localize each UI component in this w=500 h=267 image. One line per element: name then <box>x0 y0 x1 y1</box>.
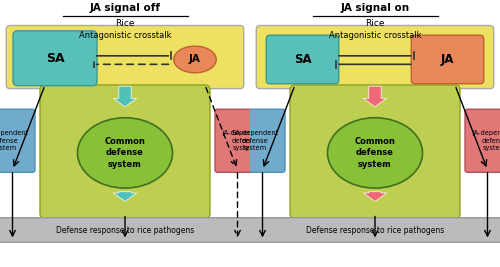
FancyBboxPatch shape <box>0 218 274 242</box>
FancyBboxPatch shape <box>411 35 484 84</box>
Text: SA-dependent
defense
system: SA-dependent defense system <box>0 130 28 151</box>
Text: JA: JA <box>189 54 201 64</box>
FancyBboxPatch shape <box>266 35 339 84</box>
Text: Rice: Rice <box>365 19 385 28</box>
FancyBboxPatch shape <box>290 85 460 218</box>
Text: JA signal off: JA signal off <box>90 3 160 14</box>
Text: JA: JA <box>441 53 454 66</box>
Text: Defense response to rice pathogens: Defense response to rice pathogens <box>306 226 444 235</box>
FancyBboxPatch shape <box>225 109 285 172</box>
Text: JA signal on: JA signal on <box>340 3 409 14</box>
Text: Defense response to rice pathogens: Defense response to rice pathogens <box>56 226 194 235</box>
Text: JA-dependent
defense
system: JA-dependent defense system <box>222 130 268 151</box>
Text: SA: SA <box>46 52 64 65</box>
FancyBboxPatch shape <box>40 85 210 218</box>
Text: Antagonistic crosstalk: Antagonistic crosstalk <box>79 31 171 40</box>
Ellipse shape <box>78 118 172 188</box>
Ellipse shape <box>328 118 422 188</box>
Ellipse shape <box>174 46 216 73</box>
Text: SA: SA <box>294 53 312 66</box>
FancyBboxPatch shape <box>6 25 244 89</box>
FancyBboxPatch shape <box>215 109 275 172</box>
FancyBboxPatch shape <box>465 109 500 172</box>
Text: JA-dependent
defense
system: JA-dependent defense system <box>472 130 500 151</box>
Text: Antagonistic crosstalk: Antagonistic crosstalk <box>329 31 421 40</box>
FancyArrow shape <box>114 86 136 107</box>
FancyArrow shape <box>364 86 386 107</box>
FancyArrow shape <box>364 192 386 202</box>
Text: Common
defense
system: Common defense system <box>354 137 396 169</box>
FancyBboxPatch shape <box>256 25 494 89</box>
Text: Common
defense
system: Common defense system <box>104 137 146 169</box>
FancyBboxPatch shape <box>0 109 35 172</box>
Text: SA-dependent
defense
system: SA-dependent defense system <box>232 130 278 151</box>
FancyBboxPatch shape <box>13 31 97 86</box>
FancyArrow shape <box>114 192 136 202</box>
FancyBboxPatch shape <box>226 218 500 242</box>
Text: Rice: Rice <box>115 19 135 28</box>
